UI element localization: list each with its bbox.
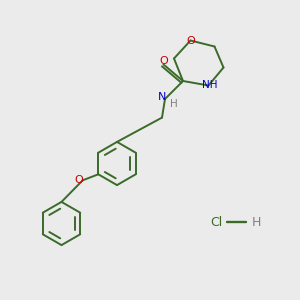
Text: Cl: Cl [210, 215, 222, 229]
Text: O: O [186, 35, 195, 46]
Text: H: H [252, 215, 261, 229]
Text: O: O [75, 175, 83, 185]
Text: N: N [158, 92, 166, 103]
Text: O: O [159, 56, 168, 66]
Text: H: H [169, 99, 177, 110]
Text: NH: NH [202, 80, 218, 91]
